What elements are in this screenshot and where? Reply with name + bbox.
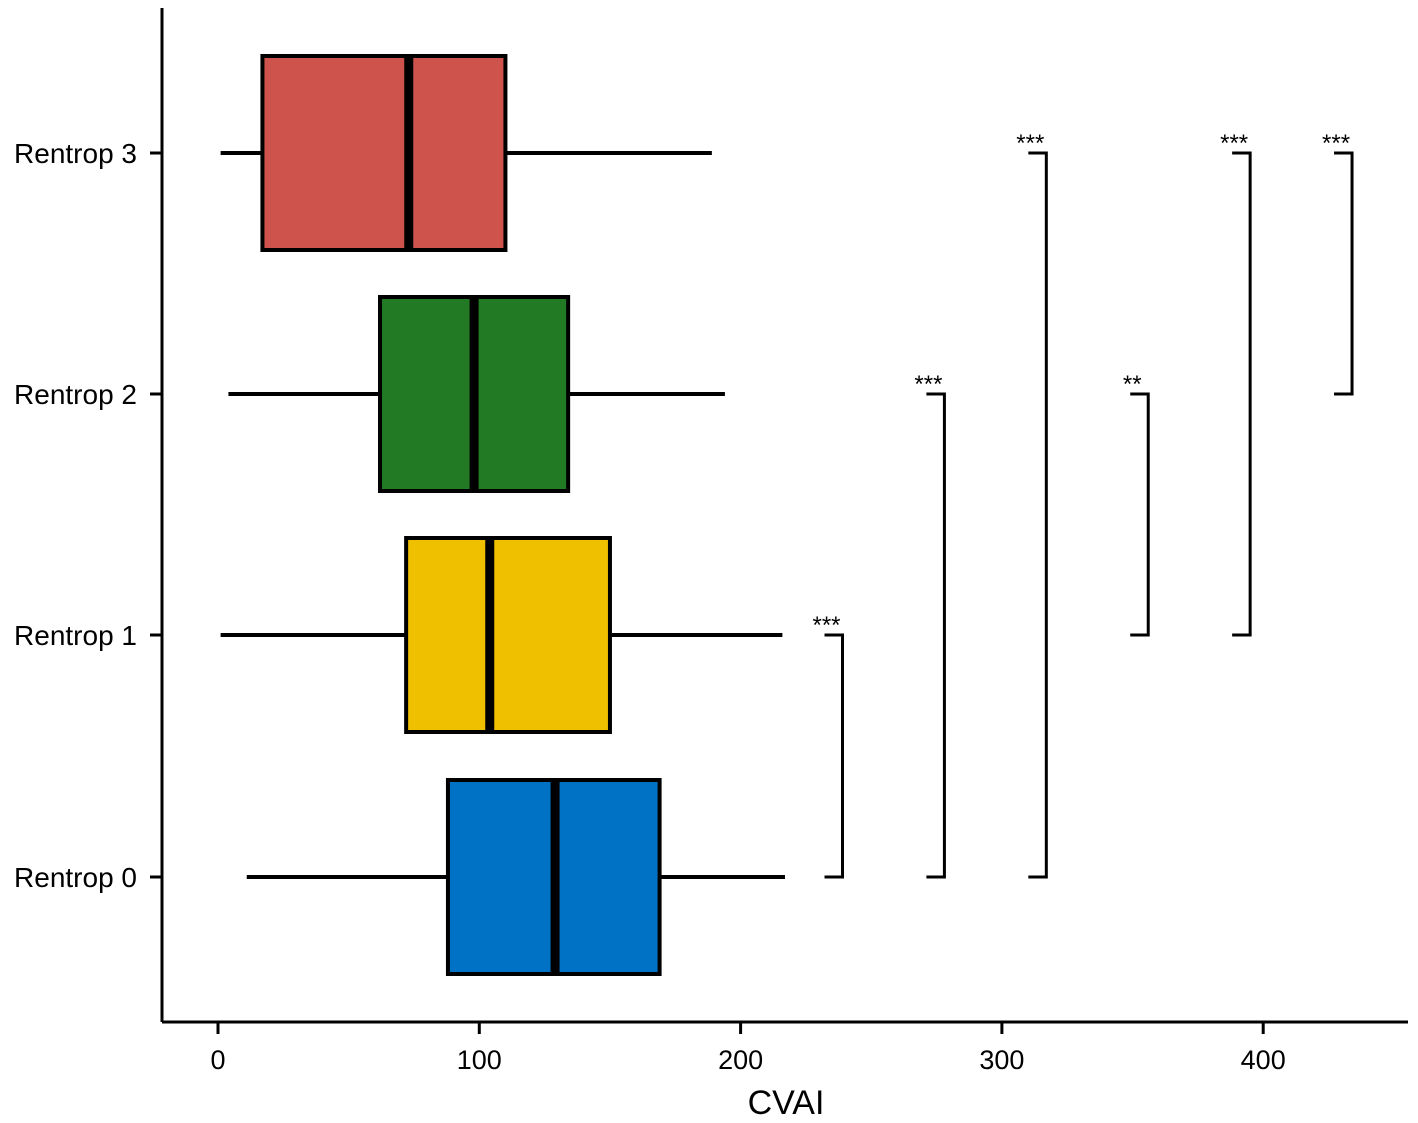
x-tick-label: 200 xyxy=(718,1045,763,1075)
bracket-line xyxy=(1334,151,1354,396)
y-ticks: Rentrop 0 Rentrop 1 Rentrop 2 Rentrop 3 xyxy=(14,138,162,893)
bracket-line xyxy=(926,392,946,879)
significance-label: *** xyxy=(1220,130,1248,157)
y-tick-label: Rentrop 1 xyxy=(14,620,137,651)
bracket-line xyxy=(1028,151,1048,879)
y-tick-label: Rentrop 0 xyxy=(14,862,137,893)
axes xyxy=(160,8,1408,1024)
significance-label: *** xyxy=(914,371,942,398)
y-tick-label: Rentrop 2 xyxy=(14,379,137,410)
x-axis-title: CVAI xyxy=(748,1084,825,1122)
boxes xyxy=(220,54,786,976)
significance-label: *** xyxy=(812,612,840,639)
x-tick-label: 400 xyxy=(1241,1045,1286,1075)
comparison-bracket: *** xyxy=(1016,130,1048,879)
box-rentrop-2 xyxy=(228,295,725,493)
comparison-bracket: *** xyxy=(914,371,946,879)
box-rentrop-3 xyxy=(220,54,712,252)
comparison-bracket: ** xyxy=(1123,371,1150,637)
significance-label: ** xyxy=(1123,371,1142,398)
x-tick-label: 0 xyxy=(210,1045,225,1075)
comparison-bracket: *** xyxy=(1220,130,1252,637)
box-iqr xyxy=(260,54,508,252)
bracket-line xyxy=(1232,151,1252,637)
comparison-bracket: *** xyxy=(1322,130,1354,396)
box-rentrop-1 xyxy=(220,536,783,734)
x-tick-label: 100 xyxy=(457,1045,502,1075)
box-rentrop-0 xyxy=(246,778,786,976)
bracket-line xyxy=(1130,392,1150,637)
comparison-bracket: *** xyxy=(812,612,845,879)
x-tick-label: 300 xyxy=(979,1045,1024,1075)
significance-brackets: ************** *** xyxy=(812,130,1354,879)
y-tick-label: Rentrop 3 xyxy=(14,138,137,169)
significance-label: *** xyxy=(1016,130,1044,157)
box-iqr xyxy=(404,536,612,734)
x-ticks: 0 100 200 300 400 xyxy=(210,1022,1286,1075)
bracket-line xyxy=(824,633,845,879)
significance-label: *** xyxy=(1322,130,1350,157)
